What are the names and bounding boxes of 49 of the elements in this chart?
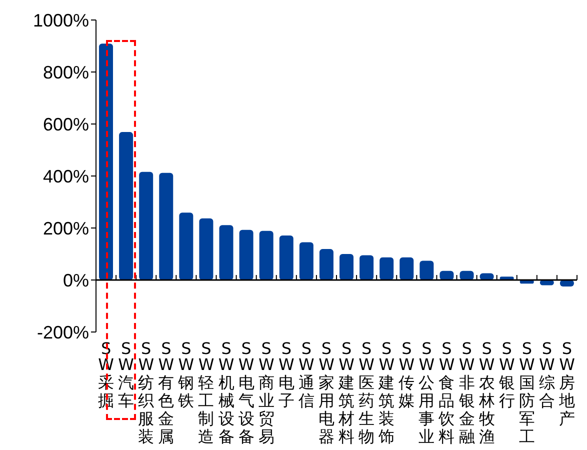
x-tick-label: SW建筑装饰 <box>378 339 395 446</box>
bar <box>99 44 113 280</box>
y-tick-label: -200% <box>36 322 89 342</box>
bar <box>219 225 234 280</box>
bar <box>139 172 154 280</box>
x-tick-label: SW建筑材料 <box>338 339 355 446</box>
y-tick-label: 800% <box>42 62 89 82</box>
x-tick-label: SW有色金属 <box>158 339 174 446</box>
y-tick-label: 0% <box>62 270 89 290</box>
bar <box>340 254 354 280</box>
x-tick-label: SW国防军工 <box>518 339 535 446</box>
bar <box>199 218 214 280</box>
x-tick-label: SW银行 <box>498 339 515 410</box>
x-tick-label: SW农林牧渔 <box>478 339 495 446</box>
x-tick-label: SW纺织服装 <box>138 339 154 446</box>
x-tick-label: SW综合 <box>538 339 556 410</box>
bar <box>420 260 434 280</box>
bar <box>299 242 314 280</box>
bar <box>179 212 194 280</box>
y-tick-label: 600% <box>42 114 89 134</box>
x-tick-label: SW食品饮料 <box>438 339 455 446</box>
x-tick-label: SW电气设备 <box>238 339 254 446</box>
bar <box>319 249 334 280</box>
x-tick-label: SW钢铁 <box>177 339 194 410</box>
bar <box>119 132 134 280</box>
bar <box>239 230 254 280</box>
bar <box>159 172 174 280</box>
x-tick-label: SW房地产 <box>558 339 576 428</box>
x-tick-label: SW电子 <box>278 339 294 410</box>
x-tick-label: SW公用事业 <box>418 339 435 446</box>
x-tick-label: SW家用电器 <box>318 339 335 446</box>
bar <box>380 257 394 280</box>
y-tick-label: 400% <box>42 166 89 186</box>
bar <box>400 257 414 280</box>
y-tick-label: 200% <box>42 218 89 238</box>
x-tick-label: SW机械设备 <box>218 339 234 446</box>
x-tick-label: SW商业贸易 <box>258 339 274 446</box>
bar <box>360 255 374 280</box>
x-tick-label: SW通信 <box>298 339 315 410</box>
bar <box>440 270 454 280</box>
x-tick-label: SW非银金融 <box>458 339 475 446</box>
y-tick-label: 1000% <box>32 10 89 30</box>
x-tick-label: SW医药生物 <box>358 339 375 446</box>
x-tick-label: SW汽车 <box>118 339 134 410</box>
bar <box>460 270 474 280</box>
x-tick-label: SW传媒 <box>398 339 415 410</box>
bar <box>279 236 294 280</box>
x-tick-label: SW轻工制造 <box>198 339 214 446</box>
bar <box>259 230 274 280</box>
